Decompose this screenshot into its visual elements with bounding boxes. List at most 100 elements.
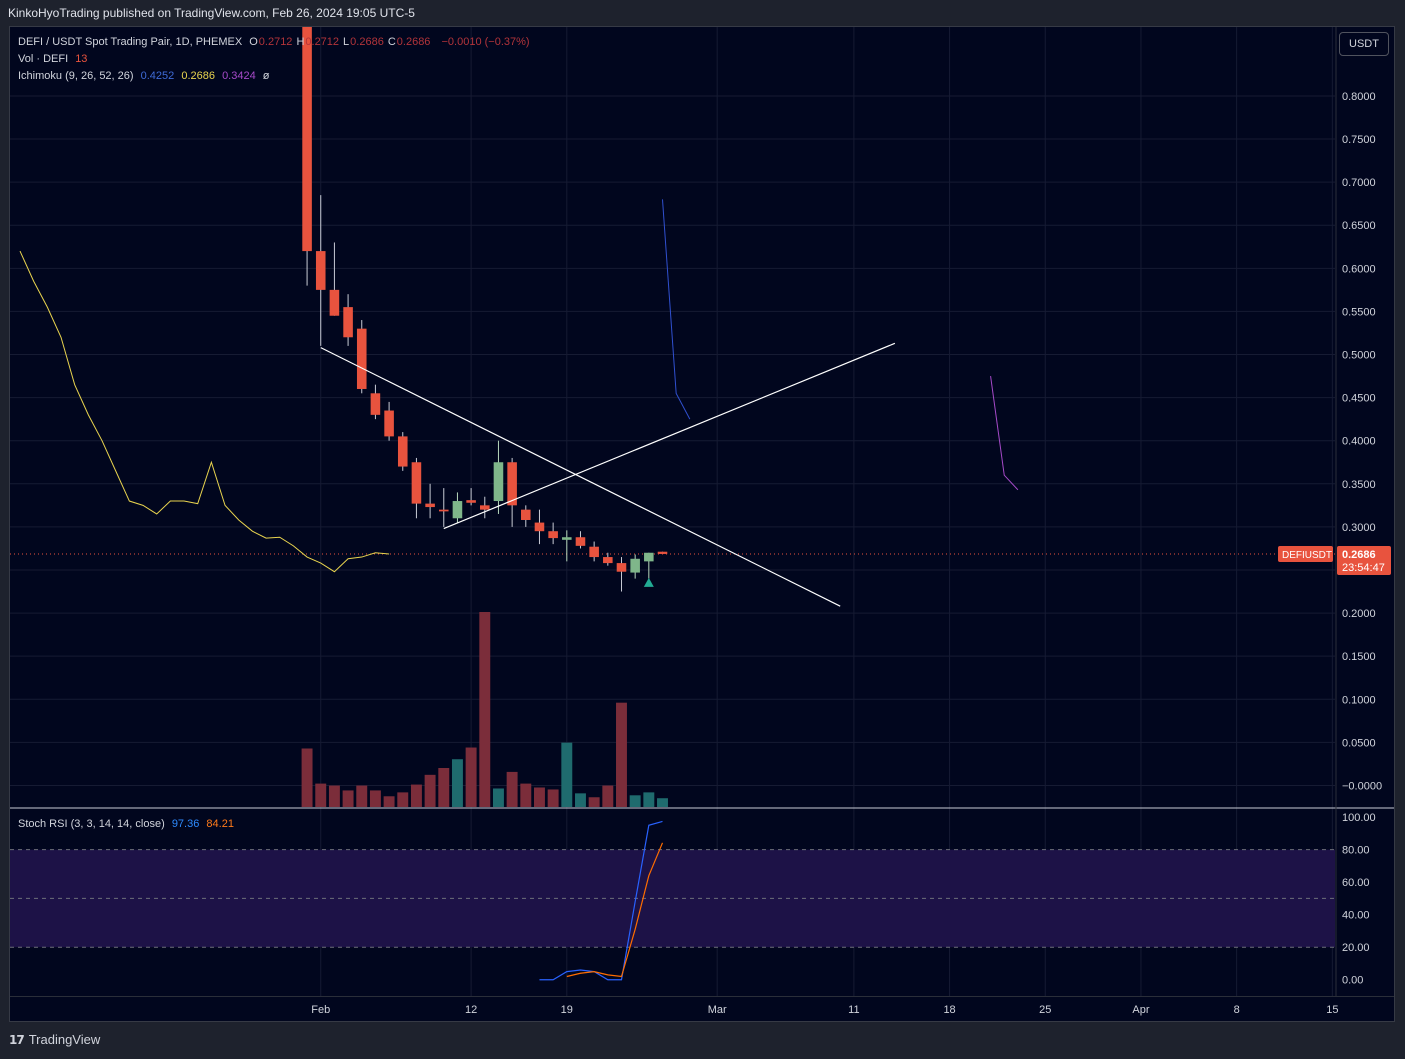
candle-body bbox=[589, 546, 599, 558]
candle-body bbox=[657, 551, 668, 554]
y-tick-label: 0.7000 bbox=[1342, 177, 1376, 189]
tradingview-brand[interactable]: 𝟭𝟳 TradingView bbox=[9, 1032, 100, 1047]
ichimoku-label[interactable]: Ichimoku (9, 26, 52, 26) bbox=[18, 70, 134, 82]
volume-bar bbox=[643, 792, 655, 807]
ohlc-value-l: 0.2686 bbox=[350, 36, 384, 48]
stoch-y-tick-label: 60.00 bbox=[1342, 877, 1370, 889]
candle-body bbox=[493, 462, 504, 502]
symbol-title[interactable]: DEFI / USDT Spot Trading Pair, 1D, PHEME… bbox=[18, 36, 243, 48]
candle-body bbox=[521, 509, 531, 520]
y-tick-label: 0.8000 bbox=[1342, 91, 1376, 103]
volume-bar bbox=[520, 783, 532, 807]
candle-body bbox=[397, 436, 408, 467]
volume-bar bbox=[356, 785, 368, 807]
candle-body bbox=[466, 500, 476, 503]
volume-bar bbox=[410, 784, 422, 807]
y-tick-label: 0.6000 bbox=[1342, 263, 1376, 275]
candle-body bbox=[329, 289, 340, 316]
x-tick-label: 18 bbox=[943, 1004, 955, 1016]
x-tick-label: 15 bbox=[1326, 1004, 1338, 1016]
y-tick-label: 0.7500 bbox=[1342, 134, 1376, 146]
x-tick-label: Mar bbox=[708, 1004, 727, 1016]
ohlc-key-h: H bbox=[296, 36, 305, 48]
stoch-y-tick-label: 0.00 bbox=[1342, 975, 1363, 987]
candle-body bbox=[575, 537, 586, 546]
symbol-tag-label: DEFIUSDT bbox=[1282, 550, 1332, 561]
candle-body bbox=[315, 251, 326, 290]
ohlc-value-o: 0.2712 bbox=[258, 36, 293, 48]
stoch-band-fill bbox=[10, 849, 1335, 948]
volume-bar bbox=[328, 785, 340, 807]
volume-bar bbox=[561, 742, 573, 807]
last-price-tag bbox=[1337, 545, 1391, 575]
y-tick-label: 0.4000 bbox=[1342, 436, 1376, 448]
volume-bar bbox=[301, 748, 313, 807]
candle-body bbox=[630, 558, 640, 573]
tradingview-logo-icon: 𝟭𝟳 bbox=[9, 1032, 25, 1047]
volume-bar bbox=[492, 788, 504, 807]
volume-bar bbox=[315, 783, 327, 807]
x-tick-label: 8 bbox=[1234, 1004, 1240, 1016]
buy-signal-marker-icon bbox=[643, 577, 654, 587]
ichimoku-value-4: ø bbox=[262, 70, 270, 82]
volume-bar bbox=[465, 747, 477, 807]
volume-legend[interactable]: Vol · DEFI 13 bbox=[18, 53, 91, 65]
stoch-y-tick-label: 80.00 bbox=[1342, 845, 1370, 857]
candle-body bbox=[507, 462, 517, 506]
y-tick-label: 0.2000 bbox=[1342, 608, 1376, 620]
trendline bbox=[320, 347, 841, 607]
candle-body bbox=[438, 509, 449, 512]
ohlc-key-o: O bbox=[249, 36, 258, 48]
volume-bar bbox=[383, 796, 395, 807]
ichimoku-value-3: 0.3424 bbox=[222, 70, 256, 82]
volume-bar bbox=[602, 785, 614, 807]
candle-body bbox=[644, 552, 654, 562]
stoch-d-value: 84.21 bbox=[206, 818, 234, 830]
stoch-rsi-legend[interactable]: Stoch RSI (3, 3, 14, 14, close) 97.36 84… bbox=[18, 818, 238, 830]
symbol-legend[interactable]: DEFI / USDT Spot Trading Pair, 1D, PHEME… bbox=[18, 36, 534, 48]
ohlc-value-c: 0.2686 bbox=[396, 36, 431, 48]
stoch-d-line bbox=[566, 842, 664, 978]
lagging-span-line bbox=[19, 250, 390, 573]
volume-bar bbox=[506, 771, 518, 807]
volume-bar bbox=[588, 797, 600, 807]
volume-label[interactable]: Vol · DEFI bbox=[18, 53, 69, 65]
stoch-y-tick-label: 100.00 bbox=[1342, 812, 1376, 824]
stoch-k-value: 97.36 bbox=[171, 818, 200, 830]
candle-body bbox=[302, 27, 312, 252]
currency-button[interactable]: USDT bbox=[1339, 32, 1389, 56]
candle-body bbox=[603, 557, 613, 564]
y-tick-label: 0.0500 bbox=[1342, 737, 1376, 749]
x-tick-label: 11 bbox=[848, 1004, 859, 1016]
symbol-tag bbox=[1278, 545, 1333, 562]
volume-bar bbox=[342, 790, 354, 807]
candle-body bbox=[562, 537, 572, 540]
price-change: −0.0010 (−0.37%) bbox=[441, 36, 530, 48]
stoch-rsi-label[interactable]: Stoch RSI (3, 3, 14, 14, close) bbox=[18, 818, 165, 830]
y-tick-label: 0.5500 bbox=[1342, 306, 1376, 318]
volume-bar bbox=[547, 789, 559, 807]
y-tick-label: 0.6500 bbox=[1342, 220, 1376, 232]
y-tick-label: −0.0000 bbox=[1342, 780, 1382, 792]
candle-body bbox=[411, 462, 422, 504]
candle-body bbox=[370, 393, 381, 415]
y-tick-label: 0.5000 bbox=[1342, 350, 1376, 362]
candle-body bbox=[479, 505, 490, 510]
stoch-y-tick-label: 20.00 bbox=[1342, 942, 1370, 954]
candle-body bbox=[534, 522, 545, 532]
ichimoku-legend[interactable]: Ichimoku (9, 26, 52, 26) 0.4252 0.2686 0… bbox=[18, 70, 274, 82]
candle-body bbox=[356, 328, 367, 389]
volume-bar bbox=[438, 768, 450, 807]
volume-bar bbox=[629, 795, 641, 807]
x-tick-label: 12 bbox=[465, 1004, 477, 1016]
y-tick-label: 0.1500 bbox=[1342, 651, 1376, 663]
candle-body bbox=[384, 410, 394, 437]
y-tick-label: 0.4500 bbox=[1342, 393, 1376, 405]
kijun-line bbox=[990, 375, 1019, 491]
y-tick-label: 0.1000 bbox=[1342, 694, 1376, 706]
x-tick-label: Feb bbox=[311, 1004, 330, 1016]
candle-countdown: 23:54:47 bbox=[1342, 562, 1385, 574]
trendline bbox=[443, 342, 896, 530]
y-tick-label: 0.3000 bbox=[1342, 522, 1376, 534]
